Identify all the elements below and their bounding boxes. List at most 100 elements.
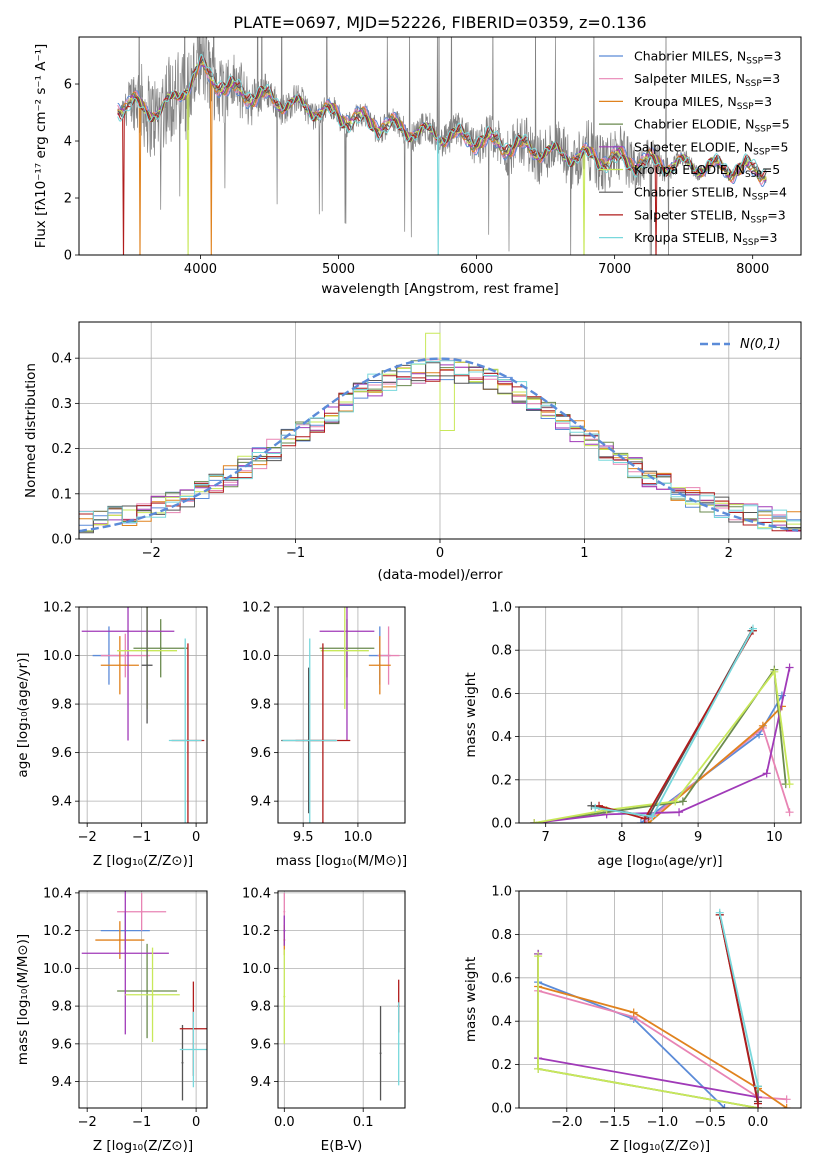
x-tick-label: 0: [436, 546, 444, 561]
legend-label-kroupa_stelib: Kroupa STELIB, NSSP=3: [634, 230, 778, 248]
weight-line-chabrier_elodie: [537, 953, 759, 1108]
y-axis-label: mass [log₁₀(M/M⊙)]: [15, 934, 31, 1065]
weight-marker-kroupa_elodie: [770, 667, 779, 676]
data-point-chabrier_stelib: [379, 1052, 382, 1055]
weight-line-salpeter_elodie: [537, 953, 759, 1108]
legend-label-main: Kroupa STELIB, N: [634, 230, 742, 245]
data-point-chabrier_stelib: [146, 664, 149, 667]
y-tick-label: 9.6: [51, 746, 72, 761]
model-spectrum-kroupa_stelib: [117, 53, 767, 255]
legend-label-main: Salpeter MILES, N: [634, 71, 745, 86]
legend-label-tail: =5: [762, 162, 780, 177]
y-tick-label: 10.0: [43, 649, 72, 664]
weight-marker-salpeter_stelib: [753, 1099, 762, 1108]
y-tick-label: 10.2: [43, 924, 72, 939]
weight-line-salpeter_stelib: [718, 914, 759, 1104]
weight-marker-kroupa_stelib: [748, 624, 757, 633]
y-axis-label: mass weight: [463, 957, 479, 1042]
x-tick-label: 4000: [184, 262, 217, 277]
x-tick-label: 10: [766, 830, 783, 845]
axes-frame: [78, 890, 208, 1109]
x-tick-label: −2: [142, 546, 161, 561]
x-axis-label: E(B-V): [321, 1138, 363, 1154]
histogram-step-chabrier_miles: [79, 361, 801, 526]
weight-marker-kroupa_stelib: [648, 812, 657, 821]
legend-label-tail: =4: [769, 185, 787, 200]
legend-label-kroupa_elodie: Kroupa ELODIE, NSSP=5: [634, 162, 780, 180]
weight-marker-kroupa_elodie: [785, 780, 794, 789]
y-tick-label: 10.2: [242, 924, 271, 939]
y-tick-label: 0.0: [51, 533, 72, 548]
x-tick-label: −1: [286, 546, 305, 561]
legend-label-main: Salpeter ELODIE, N: [634, 139, 753, 154]
x-axis-label: age [log₁₀(age/yr)]: [597, 853, 722, 869]
y-tick-label: 10.4: [43, 886, 72, 901]
axes-frame: [518, 890, 802, 1109]
legend-label-tail: =3: [759, 230, 777, 245]
data-point-kroupa_stelib: [397, 1042, 400, 1045]
y-tick-label: 10.0: [43, 962, 72, 977]
legend-label-sub: SSP: [745, 170, 762, 180]
y-tick-label: 0.3: [51, 397, 72, 412]
y-tick-label: 0: [64, 249, 72, 264]
legend-label-salpeter_miles: Salpeter MILES, NSSP=3: [634, 71, 780, 89]
legend-label-sub: SSP: [754, 125, 771, 135]
legend-label-main: Salpeter STELIB, N: [634, 207, 750, 222]
weight-line-kroupa_miles: [537, 985, 788, 1108]
legend-label-sub: SSP: [753, 147, 770, 157]
weight-line-chabrier_stelib: [591, 630, 753, 818]
data-point-salpeter_miles: [283, 910, 286, 913]
x-tick-label: 5000: [322, 262, 355, 277]
y-axis-label: Normed distribution: [23, 363, 39, 498]
weight-line-kroupa_miles: [648, 705, 783, 823]
x-tick-label: 0.1: [353, 1115, 374, 1130]
data-point-salpeter_elodie: [345, 630, 348, 633]
y-tick-label: 9.8: [51, 698, 72, 713]
mass-vs-ebv-panel: 0.0 0.1 9.4 9.6 9.8 10.0 10.2 10.4 E(B-V): [242, 886, 406, 1154]
x-tick-label: 7: [542, 830, 550, 845]
weight-marker-chabrier_stelib: [587, 801, 596, 810]
legend-label-sub: SSP: [737, 102, 754, 112]
x-axis-label: (data-model)/error: [377, 567, 503, 583]
y-tick-label: 10.0: [242, 649, 271, 664]
y-tick-label: 10.4: [242, 886, 271, 901]
data-point-kroupa_stelib: [184, 739, 187, 742]
spectrum-title: PLATE=0697, MJD=52226, FIBERID=0359, z=0…: [233, 13, 646, 32]
x-tick-label: 0.0: [748, 1115, 769, 1130]
y-tick-label: 10.2: [43, 601, 72, 616]
x-tick-label: −2.0: [551, 1115, 583, 1130]
weight-marker-kroupa_elodie: [671, 797, 680, 806]
age-vs-mass-panel: 9.5 10.0 9.4 9.6 9.8 10.0 10.2 mass [log₁₀(M/M⊙…: [242, 601, 407, 870]
legend-label-main: Chabrier MILES, N: [634, 49, 746, 64]
weight-marker-kroupa_elodie: [534, 952, 543, 961]
weight-marker-salpeter_elodie: [675, 808, 684, 817]
legend-label-sub: SSP: [752, 193, 769, 203]
axes-frame: [277, 606, 406, 824]
legend-label-main: Kroupa ELODIE, N: [634, 162, 745, 177]
data-point-salpeter_miles: [124, 654, 127, 657]
x-tick-label: 2: [725, 546, 733, 561]
y-tick-label: 9.6: [51, 1037, 72, 1052]
weight-line-kroupa_stelib: [718, 912, 759, 1087]
y-tick-label: 0.8: [491, 644, 512, 659]
y-tick-label: 0.0: [491, 1102, 512, 1117]
weight-marker-kroupa_elodie: [534, 1064, 543, 1073]
x-tick-label: −1: [132, 1115, 151, 1130]
y-tick-label: 0.2: [491, 1058, 512, 1073]
y-tick-label: 0.8: [491, 928, 512, 943]
y-tick-label: 0.0: [491, 817, 512, 832]
y-tick-label: 0.2: [51, 442, 72, 457]
plot-area: [81, 891, 207, 1101]
data-point-salpeter_elodie: [127, 630, 130, 633]
data-point-chabrier_elodie: [159, 647, 162, 650]
y-axis-label: age [log₁₀(age/yr)]: [15, 652, 31, 777]
axes-frame: [78, 606, 208, 824]
x-tick-label: 0.0: [274, 1115, 295, 1130]
x-tick-label: 6000: [460, 262, 493, 277]
weight-marker-kroupa_miles: [629, 1008, 638, 1017]
legend-label-sub: SSP: [742, 238, 759, 248]
data-point-salpeter_elodie: [124, 952, 127, 955]
legend-label-tail: =3: [762, 71, 780, 86]
legend-label-main: Kroupa MILES, N: [634, 94, 737, 109]
